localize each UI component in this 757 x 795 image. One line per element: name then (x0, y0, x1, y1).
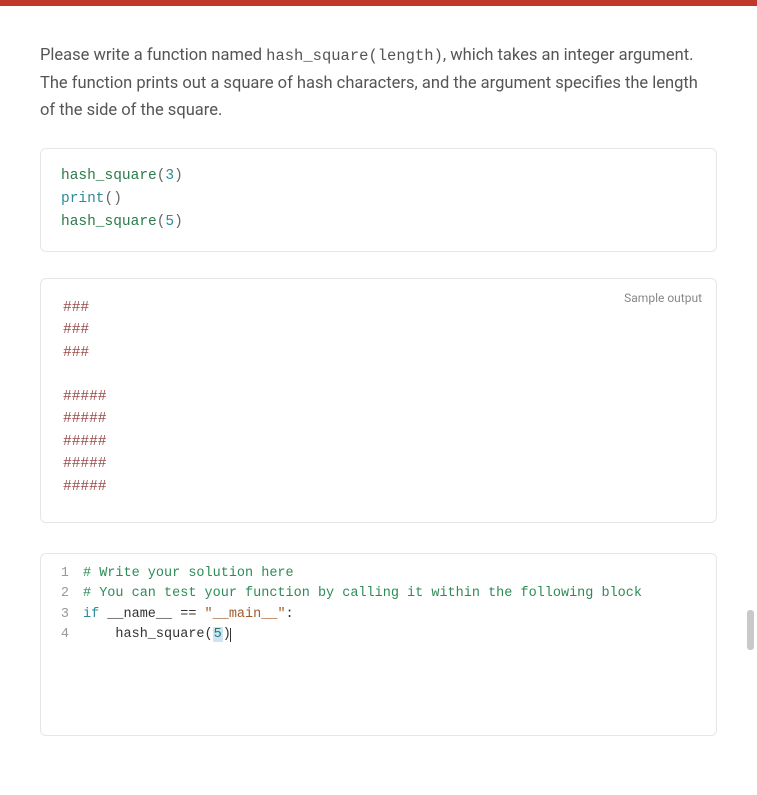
line-number: 2 (41, 584, 83, 604)
line-number: 3 (41, 605, 83, 625)
fn-name: hash_square (61, 168, 157, 184)
fn-arg: 3 (165, 168, 174, 184)
selected-text: 5 (213, 627, 223, 642)
fn-name: hash_square (61, 214, 157, 230)
code-line-3: hash_square(5) (61, 211, 696, 234)
code-editor[interactable]: 1 # Write your solution here 2 # You can… (40, 553, 717, 736)
fn-name: print (61, 191, 105, 207)
line-number: 1 (41, 564, 83, 584)
scrollbar-thumb[interactable] (747, 610, 754, 650)
problem-description: Please write a function named hash_squar… (40, 42, 717, 124)
example-code-block: hash_square(3) print() hash_square(5) (40, 148, 717, 252)
output-line: ### (63, 297, 694, 319)
editor-line-1[interactable]: 1 # Write your solution here (41, 564, 716, 584)
code-line-2: print() (61, 188, 696, 211)
line-number: 4 (41, 625, 83, 645)
output-line: ##### (63, 476, 694, 498)
output-line: ##### (63, 408, 694, 430)
line-content[interactable]: if __name__ == "__main__": (83, 605, 716, 625)
editor-line-4[interactable]: 4 hash_square(5) (41, 625, 716, 645)
text-cursor (230, 628, 231, 642)
editor-line-2[interactable]: 2 # You can test your function by callin… (41, 584, 716, 604)
line-content[interactable]: # You can test your function by calling … (83, 584, 716, 604)
output-line: ##### (63, 453, 694, 475)
sample-output-label: Sample output (624, 289, 702, 308)
code-line-1: hash_square(3) (61, 165, 696, 188)
line-content[interactable]: hash_square(5) (83, 625, 716, 645)
line-content[interactable]: # Write your solution here (83, 564, 716, 584)
description-pre: Please write a function named (40, 46, 266, 65)
editor-line-3[interactable]: 3 if __name__ == "__main__": (41, 605, 716, 625)
output-line: ### (63, 319, 694, 341)
fn-arg: 5 (165, 214, 174, 230)
output-line: ### (63, 342, 694, 364)
description-code: hash_square(length) (266, 47, 443, 65)
main-content: Please write a function named hash_squar… (0, 6, 757, 756)
sample-output-block: Sample output ### ### ### ##### ##### ##… (40, 278, 717, 524)
output-line: ##### (63, 386, 694, 408)
output-blank (63, 364, 694, 386)
output-line: ##### (63, 431, 694, 453)
